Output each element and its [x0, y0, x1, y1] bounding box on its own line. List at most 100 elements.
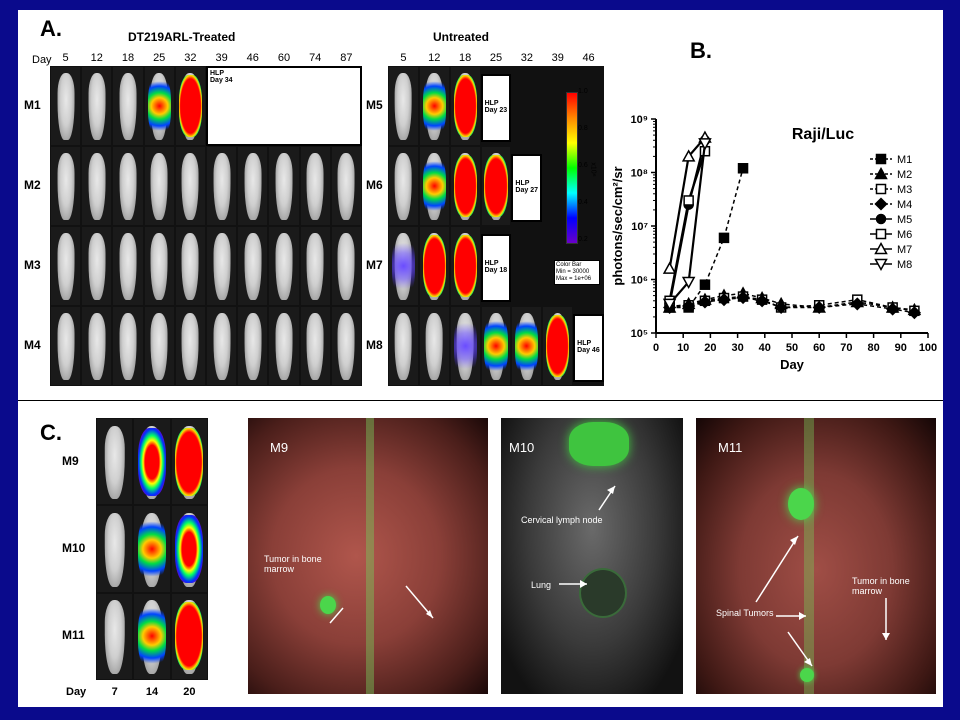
- mouse-image: [389, 147, 418, 225]
- mouse-silhouette: [395, 73, 412, 141]
- luminescence-signal: [137, 514, 167, 584]
- legend-label-m7: M7: [897, 244, 912, 256]
- mouse-silhouette: [57, 153, 75, 221]
- y-axis-label: photons/sec/cm²/sr: [610, 166, 625, 285]
- mouse-image: [300, 227, 330, 305]
- row-label: M10: [62, 541, 86, 555]
- x-tick-label: 70: [840, 342, 852, 354]
- data-point-m4: [736, 290, 750, 305]
- luminescence-signal: [453, 154, 477, 218]
- x-tick-label: 90: [895, 342, 907, 354]
- mouse-image: [512, 307, 542, 385]
- mouse-silhouette: [244, 153, 262, 221]
- row-label: M2: [24, 178, 41, 192]
- mouse-silhouette: [425, 313, 443, 381]
- x-tick-label: 40: [759, 342, 771, 354]
- mouse-silhouette: [244, 233, 262, 301]
- legend-marker-m6: [875, 228, 887, 240]
- x-tick-label: 30: [731, 342, 743, 354]
- day-tick-treated: 5: [62, 52, 69, 64]
- m9-photo: M9 Tumor in bone marrow: [248, 418, 488, 694]
- day-tick-treated: 12: [90, 52, 103, 64]
- x-tick-label: 10: [677, 342, 689, 354]
- mouse-image: [175, 147, 205, 225]
- row-label: M6: [366, 178, 383, 192]
- hlp-box: HLP Day 34: [206, 66, 362, 146]
- row-label: M3: [24, 258, 41, 272]
- luminescence-signal: [175, 427, 204, 496]
- mouse-silhouette: [150, 313, 168, 381]
- m10-arrows: [559, 485, 616, 588]
- mouse-image: [134, 419, 170, 505]
- mouse-silhouette: [57, 73, 75, 141]
- legend-label-m8: M8: [897, 259, 912, 271]
- mouse-image: [300, 307, 330, 385]
- mouse-image: [389, 307, 418, 385]
- luminescence-signal: [546, 314, 570, 378]
- treated-header: DT219ARL-Treated: [128, 30, 236, 44]
- m11-photo: M11 Spinal Tumors Tumor in bone marrow: [696, 418, 936, 694]
- luminescence-signal: [137, 427, 167, 496]
- day-tick-c: 20: [183, 686, 196, 698]
- mouse-silhouette: [88, 313, 106, 381]
- treated-image-grid: HLP Day 34: [50, 66, 362, 386]
- mouse-image: [82, 147, 112, 225]
- x-tick-label: 60: [813, 342, 825, 354]
- hlp-box: HLP Day 46: [573, 314, 604, 382]
- mouse-image: [389, 67, 418, 145]
- row-label: M1: [24, 98, 41, 112]
- day-tick-treated: 74: [309, 52, 322, 64]
- data-point-m4: [886, 302, 900, 316]
- color-bar-tick: 1.0: [578, 88, 588, 95]
- legend-label-m2: M2: [897, 169, 912, 181]
- mouse-image: [450, 147, 480, 225]
- mouse-image: [269, 147, 299, 225]
- color-bar: Color Bar Min = 30000 Max = 1e+06 x10⁶ 1…: [554, 88, 600, 298]
- panel-b-label: B.: [690, 38, 712, 63]
- bone-marrow-tumor-spot: [320, 596, 336, 614]
- mouse-image: [543, 307, 573, 385]
- color-bar-scale: x10⁶: [589, 162, 597, 177]
- spine-signal: [366, 418, 374, 694]
- day-tick-treated: 18: [121, 52, 135, 64]
- row-label: M11: [62, 628, 85, 643]
- legend-label-m4: M4: [897, 199, 912, 211]
- mouse-silhouette: [119, 153, 137, 221]
- section-divider: [18, 400, 943, 401]
- mouse-silhouette: [57, 313, 75, 381]
- color-gradient: [566, 92, 578, 244]
- hlp-label: HLP Day 23: [484, 100, 508, 114]
- data-point-m8: [698, 138, 712, 151]
- day-label-c: Day: [66, 686, 87, 698]
- y-tick-label: 10⁵: [631, 328, 648, 340]
- mouse-image: [113, 67, 143, 145]
- day-tick-untreated: 12: [428, 52, 441, 64]
- m11-bone-marrow-label: Tumor in bone marrow: [852, 576, 910, 596]
- luminescence-signal: [391, 234, 415, 298]
- mouse-silhouette: [275, 233, 293, 301]
- luminescence-signal: [178, 74, 203, 138]
- mouse-silhouette: [88, 73, 106, 141]
- lung-signal: [579, 568, 627, 618]
- day-tick-treated: 39: [215, 52, 228, 64]
- mouse-silhouette: [150, 153, 168, 221]
- hlp-label: HLP Day 46: [577, 340, 600, 354]
- legend-marker-m3: [875, 183, 887, 195]
- mouse-image: [82, 227, 112, 305]
- data-point-m4: [698, 295, 712, 309]
- mouse-image: [331, 147, 361, 225]
- day-tick-c: 7: [111, 686, 118, 698]
- data-point-m4: [907, 306, 921, 320]
- row-label: M4: [24, 338, 41, 352]
- luminescence-signal: [453, 74, 477, 138]
- legend-label-m1: M1: [897, 154, 912, 166]
- hlp-box: HLP Day 18: [480, 234, 512, 302]
- row-label: M5: [366, 98, 383, 112]
- mouse-silhouette: [181, 313, 199, 381]
- day-tick-treated: 87: [340, 52, 353, 64]
- mouse-silhouette: [88, 233, 106, 301]
- mouse-image: [238, 227, 268, 305]
- mouse-image: [171, 593, 207, 679]
- luminescence-signal: [137, 602, 167, 671]
- mouse-silhouette: [395, 153, 412, 221]
